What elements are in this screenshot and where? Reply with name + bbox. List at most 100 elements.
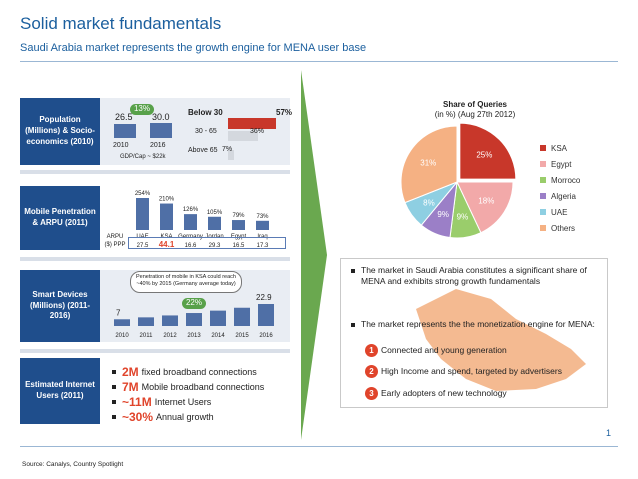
pie-slice-label: 18%	[478, 197, 494, 206]
penetration-bar	[184, 214, 197, 230]
population-growth-badge: 13%	[130, 104, 154, 115]
pie-slice-label: 25%	[476, 151, 492, 160]
internet-item: ~11M Internet Users	[112, 394, 290, 409]
legend-item: Morroco	[540, 172, 580, 188]
age-30-65-bar	[228, 131, 258, 141]
smart-row-label: Smart Devices (Millions) (2011-2016)	[20, 270, 100, 342]
penetration-bar	[232, 220, 245, 230]
internet-item: ~30% Annual growth	[112, 409, 290, 424]
source-note: Source: Canalys, Country Spotlight	[22, 461, 124, 468]
penetration-label: 73%	[256, 214, 269, 220]
population-bar-2010	[114, 124, 136, 138]
penetration-label: 105%	[207, 210, 223, 216]
numbered-item: 3 Early adopters of new technology	[365, 387, 507, 400]
age-above65-pct: 7%	[222, 146, 233, 153]
pie-slice	[459, 122, 517, 180]
penetration-label: 210%	[159, 197, 175, 203]
internet-item: 7M Mobile broadband connections	[112, 379, 290, 394]
smart-bar	[234, 307, 250, 326]
flow-arrow	[301, 70, 327, 440]
legend-item: KSA	[540, 140, 580, 156]
penetration-label: 126%	[183, 207, 199, 213]
legend-item: Others	[540, 220, 580, 236]
legend-item: UAE	[540, 204, 580, 220]
pie-title: Share of Queries	[442, 100, 508, 109]
internet-panel: 2M fixed broadband connections 7M Mobile b…	[100, 358, 290, 424]
arpu-value: 44.1	[159, 240, 175, 249]
year-label: 2012	[163, 333, 177, 339]
numbered-item: 1 Connected and young generation	[365, 344, 507, 357]
pie-slice-label: 8%	[423, 198, 435, 207]
internet-row-label: Estimated Internet Users (2011)	[20, 358, 100, 424]
pie-slice	[456, 181, 514, 234]
arpu-value: 27.5	[137, 243, 149, 249]
pie-slice-label: 31%	[420, 158, 436, 167]
population-year-2010: 2010	[113, 142, 129, 149]
page-number: 1	[606, 428, 612, 438]
smart-bar	[114, 319, 130, 326]
population-bar-2016	[150, 123, 172, 138]
population-row-label: Population (Millions) & Socio-economics …	[20, 98, 100, 165]
header-divider	[20, 61, 618, 62]
population-panel: 13% 26.5 30.0 2010 2016 GDP/Cap ~ $22k B…	[100, 98, 293, 165]
pie-subtitle: (in %) (Aug 27th 2012)	[434, 110, 516, 119]
penetration-bar	[160, 203, 173, 230]
mobile-panel: 254% UAE 27.5 210% KSA 44.1 126% Germany 16.6 105…	[100, 186, 290, 250]
smart-bar	[186, 313, 202, 326]
pie-slice-label: 9%	[457, 212, 469, 221]
smart-bar	[162, 315, 178, 326]
age-below30-pct: 57%	[276, 108, 293, 117]
penetration-bar	[208, 216, 221, 230]
year-label: 2010	[115, 333, 129, 339]
population-year-2016: 2016	[150, 142, 166, 149]
smart-devices-chart: 2010 2011 2012 2013 2014 2015 2016 7 22.9	[114, 293, 274, 339]
smart-panel: Penetration of mobile in KSA could reach…	[100, 270, 290, 342]
age-30-65-pct: 36%	[250, 128, 265, 135]
population-value-2016: 30.0	[152, 112, 170, 122]
arpu-value: 17.3	[257, 243, 269, 249]
smart-callout: Penetration of mobile in KSA could reach…	[130, 271, 242, 293]
smart-end-value: 22.9	[256, 293, 272, 302]
arpu-value: 16.6	[185, 243, 197, 249]
mobile-row-label: Mobile Penetration & ARPU (2011)	[20, 186, 100, 250]
age-30-65-label: 30 - 65	[195, 128, 217, 135]
legend-item: Egypt	[540, 156, 580, 172]
share-of-queries-pie: 25%18%9%9%8%31%	[400, 122, 517, 239]
pie-slice-label: 9%	[437, 210, 449, 219]
page-title: Solid market fundamentals	[20, 14, 222, 33]
footer-divider	[20, 446, 618, 447]
age-above65-label: Above 65	[188, 147, 218, 154]
age-below30-bar	[228, 118, 276, 129]
smart-bar	[138, 317, 154, 326]
row-separator	[20, 349, 290, 353]
age-below30-label: Below 30	[188, 108, 223, 117]
arpu-label: ARPU ($) PPP	[104, 234, 126, 248]
penetration-label: 79%	[232, 213, 245, 219]
bullet-1: The market in Saudi Arabia constitutes a…	[351, 265, 603, 287]
age-above65-bar	[228, 150, 234, 160]
smart-bar	[258, 304, 274, 326]
internet-item: 2M fixed broadband connections	[112, 364, 290, 379]
smart-start-value: 7	[116, 308, 121, 317]
numbered-item: 2 High Income and spend, targeted by adve…	[365, 365, 562, 378]
legend-item: Algeria	[540, 188, 580, 204]
penetration-label: 254%	[135, 191, 151, 197]
penetration-bar	[136, 198, 149, 230]
ksa-map-image	[416, 289, 586, 391]
summary-box: The market in Saudi Arabia constitutes a…	[340, 258, 608, 408]
row-separator	[20, 257, 290, 261]
year-label: 2015	[235, 333, 249, 339]
year-label: 2011	[140, 333, 154, 339]
pie-legend: KSA Egypt Morroco Algeria UAE Others	[540, 140, 580, 236]
smart-bar	[210, 310, 226, 326]
page-subtitle: Saudi Arabia market represents the growt…	[20, 42, 367, 54]
arpu-value: 29.3	[209, 243, 221, 249]
population-value-2010: 26.5	[115, 112, 133, 122]
row-separator	[20, 170, 290, 174]
bullet-2: The market represents the the monetizati…	[351, 319, 603, 330]
pie-slice	[400, 125, 458, 204]
arpu-value: 16.5	[233, 243, 245, 249]
penetration-bar	[256, 220, 269, 230]
year-label: 2016	[259, 333, 273, 339]
arpu-box	[128, 237, 286, 249]
